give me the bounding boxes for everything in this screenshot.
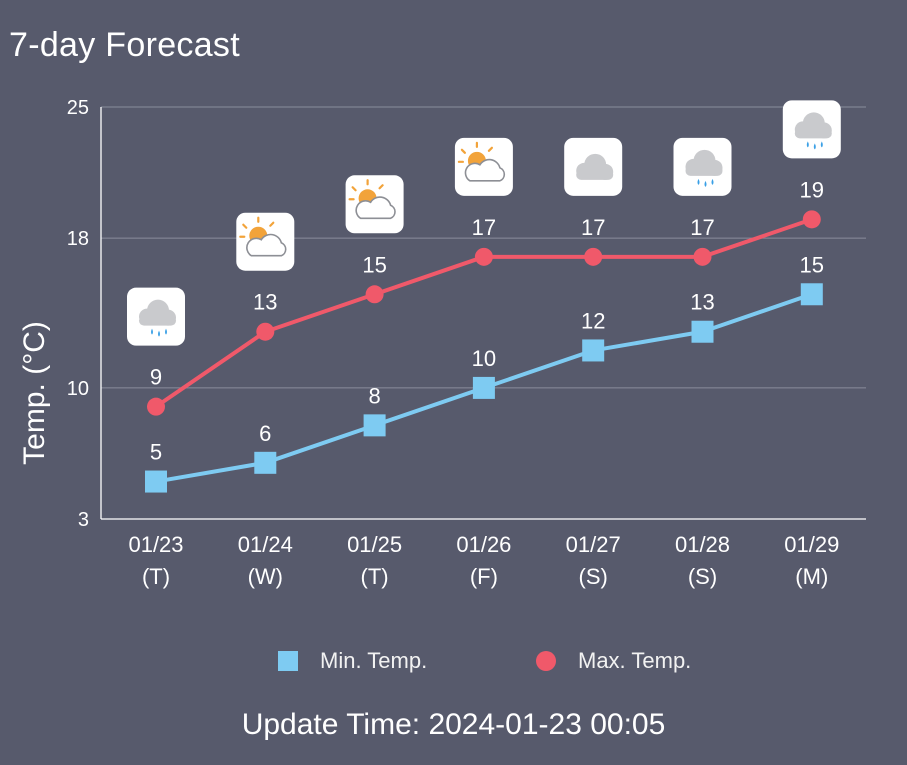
min-temp-marker (582, 339, 605, 362)
axes: 3 10 18 25 (67, 97, 866, 531)
max-temp-marker (474, 247, 493, 266)
max-temp-data-label: 17 (472, 215, 496, 240)
y-tick-label: 25 (67, 97, 89, 119)
y-tick-label: 18 (67, 228, 89, 250)
min-temp-data-label: 10 (472, 346, 496, 371)
x-tick-label-date: 01/25 (347, 532, 402, 557)
temperature-chart: 3 10 18 25 01/23 (T) 01/24 (W) 01/25 (T) 01/26 (F)… (18, 97, 866, 589)
min-temp-data-label: 15 (800, 252, 824, 277)
rain-cloud-icon (782, 100, 841, 159)
x-tick-label-date: 01/23 (128, 532, 183, 557)
y-tick-label: 3 (78, 509, 89, 531)
min-temp-marker (691, 320, 714, 343)
legend-item-max-temp[interactable]: Max. Temp. (536, 648, 691, 674)
min-temp-marker (363, 414, 386, 437)
x-tick-label-weekday: (T) (142, 564, 170, 589)
legend: Min. Temp. Max. Temp. (0, 648, 907, 682)
legend-label-min-temp: Min. Temp. (320, 648, 428, 673)
update-time: Update Time: 2024-01-23 00:05 (241, 708, 666, 741)
x-tick-label-date: 01/26 (456, 532, 511, 557)
x-tick-label-date: 01/27 (566, 532, 621, 557)
min-temp-marker (145, 470, 167, 493)
max-temp-data-label: 19 (800, 177, 824, 202)
rain-cloud-icon (673, 137, 732, 196)
max-temp-marker (584, 247, 603, 266)
x-tick-label-date: 01/28 (675, 532, 730, 557)
min-temp-data-label: 12 (581, 308, 605, 333)
max-temp-data-label: 9 (150, 365, 162, 390)
legend-label-max-temp: Max. Temp. (578, 648, 692, 673)
x-tick-label-date: 01/24 (238, 532, 293, 557)
min-temp-marker (254, 451, 277, 474)
min-temp-data-label: 8 (368, 383, 380, 408)
weather-icons (127, 100, 841, 346)
max-temp-data-label: 17 (690, 215, 714, 240)
legend-swatch-max-temp (536, 651, 556, 671)
x-tick-label-weekday: (W) (248, 564, 283, 589)
y-tick-label: 10 (67, 378, 89, 400)
y-axis-label: Temp. (°C) (18, 321, 51, 465)
max-temp-data-label: 13 (253, 290, 277, 315)
legend-swatch-min-temp (278, 651, 298, 671)
x-axis-tick-labels: 01/23 (T) 01/24 (W) 01/25 (T) 01/26 (F) 01/27 (S)… (128, 532, 839, 589)
x-tick-label-date: 01/29 (784, 532, 839, 557)
max-temp-data-label: 17 (581, 215, 605, 240)
x-tick-label-weekday: (S) (579, 564, 608, 589)
x-tick-label-weekday: (M) (795, 564, 828, 589)
x-tick-label-weekday: (T) (361, 564, 389, 589)
partly-cloudy-icon (454, 137, 513, 196)
max-temp-data-label: 15 (362, 252, 386, 277)
max-temp-marker (365, 285, 384, 304)
legend-item-min-temp[interactable]: Min. Temp. (278, 648, 427, 674)
series: 5 6 8 10 12 13 15 9 13 15 17 17 17 19 (145, 177, 824, 493)
min-temp-marker (472, 376, 495, 399)
x-tick-label-weekday: (F) (470, 564, 498, 589)
partly-cloudy-icon (236, 212, 295, 271)
max-temp-marker (256, 322, 275, 341)
min-temp-marker (800, 283, 823, 306)
page-title: 7-day Forecast (9, 26, 240, 64)
min-temp-data-label: 5 (150, 440, 162, 465)
min-temp-data-label: 6 (259, 421, 271, 446)
cloud-icon (564, 137, 623, 196)
max-temp-marker (693, 247, 712, 266)
max-temp-marker (147, 397, 165, 416)
min-temp-data-label: 13 (690, 290, 714, 315)
rain-cloud-icon (127, 287, 185, 346)
partly-cloudy-icon (345, 175, 404, 234)
max-temp-marker (802, 210, 821, 229)
x-tick-label-weekday: (S) (688, 564, 717, 589)
